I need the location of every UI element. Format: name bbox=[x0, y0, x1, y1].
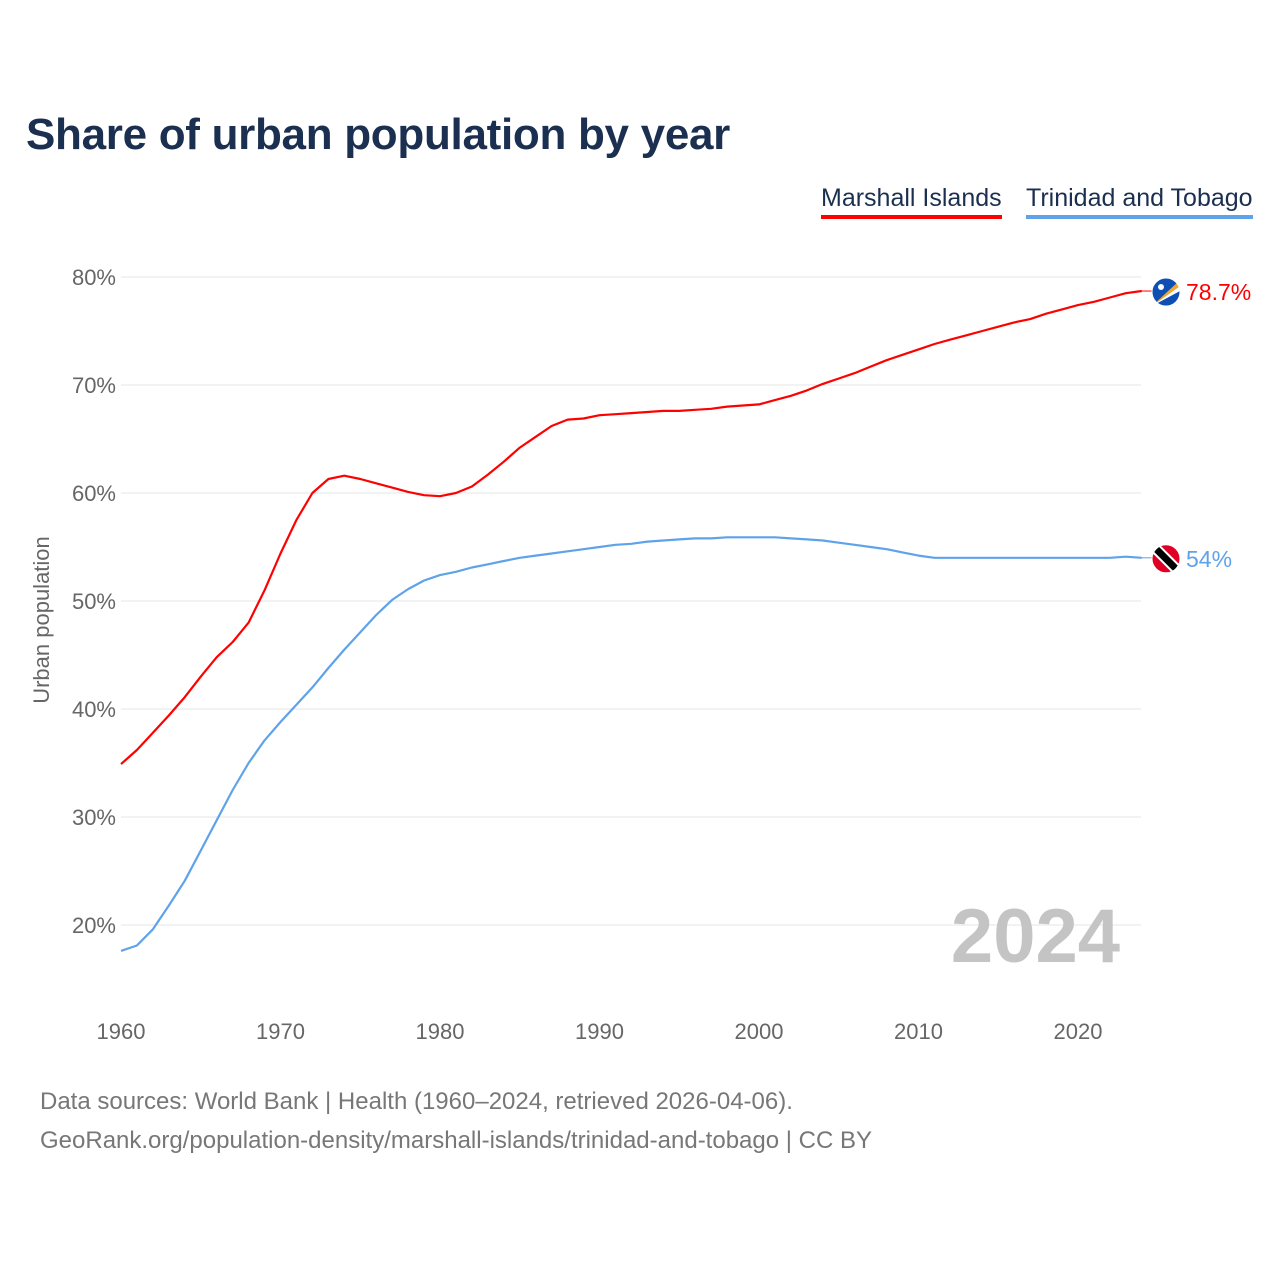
flag-outline bbox=[1151, 544, 1181, 574]
y-tick-label: 50% bbox=[72, 589, 116, 614]
y-tick-label: 70% bbox=[72, 373, 116, 398]
flag-stripe-white bbox=[1152, 286, 1180, 307]
x-tick-label: 1990 bbox=[575, 1019, 624, 1044]
x-tick-label: 2010 bbox=[894, 1019, 943, 1044]
source-link[interactable]: GeoRank.org/population-density/marshall-… bbox=[40, 1127, 873, 1154]
year-watermark: 2024 bbox=[951, 894, 1120, 979]
legend-marshall-islands[interactable]: Marshall Islands bbox=[821, 184, 1002, 219]
end-value-label: 54% bbox=[1186, 546, 1232, 572]
source-note: Data sources: World Bank | Health (1960–… bbox=[40, 1088, 793, 1115]
flag-body bbox=[1152, 544, 1180, 573]
flag-stripe-orange bbox=[1152, 280, 1180, 307]
series-line-trinidad-and-tobago bbox=[120, 536, 1142, 952]
y-tick-label: 60% bbox=[72, 481, 116, 506]
x-tick-label: 1980 bbox=[416, 1019, 465, 1044]
legend-trinidad-and-tobago[interactable]: Trinidad and Tobago bbox=[1026, 184, 1253, 219]
chart-title: Share of urban population by year bbox=[26, 110, 730, 159]
y-tick-label: 30% bbox=[72, 805, 116, 830]
flag-star bbox=[1158, 284, 1164, 291]
flag-band-black bbox=[1152, 544, 1180, 573]
x-tick-label: 2020 bbox=[1054, 1019, 1103, 1044]
x-tick-label: 2000 bbox=[735, 1019, 784, 1044]
y-tick-label: 20% bbox=[72, 913, 116, 938]
end-value-label: 78.7% bbox=[1186, 279, 1251, 305]
x-tick-label: 1970 bbox=[256, 1019, 305, 1044]
marshall-islands-flag-icon bbox=[1151, 277, 1181, 307]
series-line-marshall-islands bbox=[120, 289, 1142, 765]
y-tick-label: 40% bbox=[72, 697, 116, 722]
y-tick-label: 80% bbox=[72, 265, 116, 290]
flag-outline bbox=[1151, 277, 1181, 307]
trinidad-and-tobago-flag-icon bbox=[1151, 544, 1181, 574]
flag-body bbox=[1152, 278, 1180, 307]
x-tick-label: 1960 bbox=[97, 1019, 146, 1044]
